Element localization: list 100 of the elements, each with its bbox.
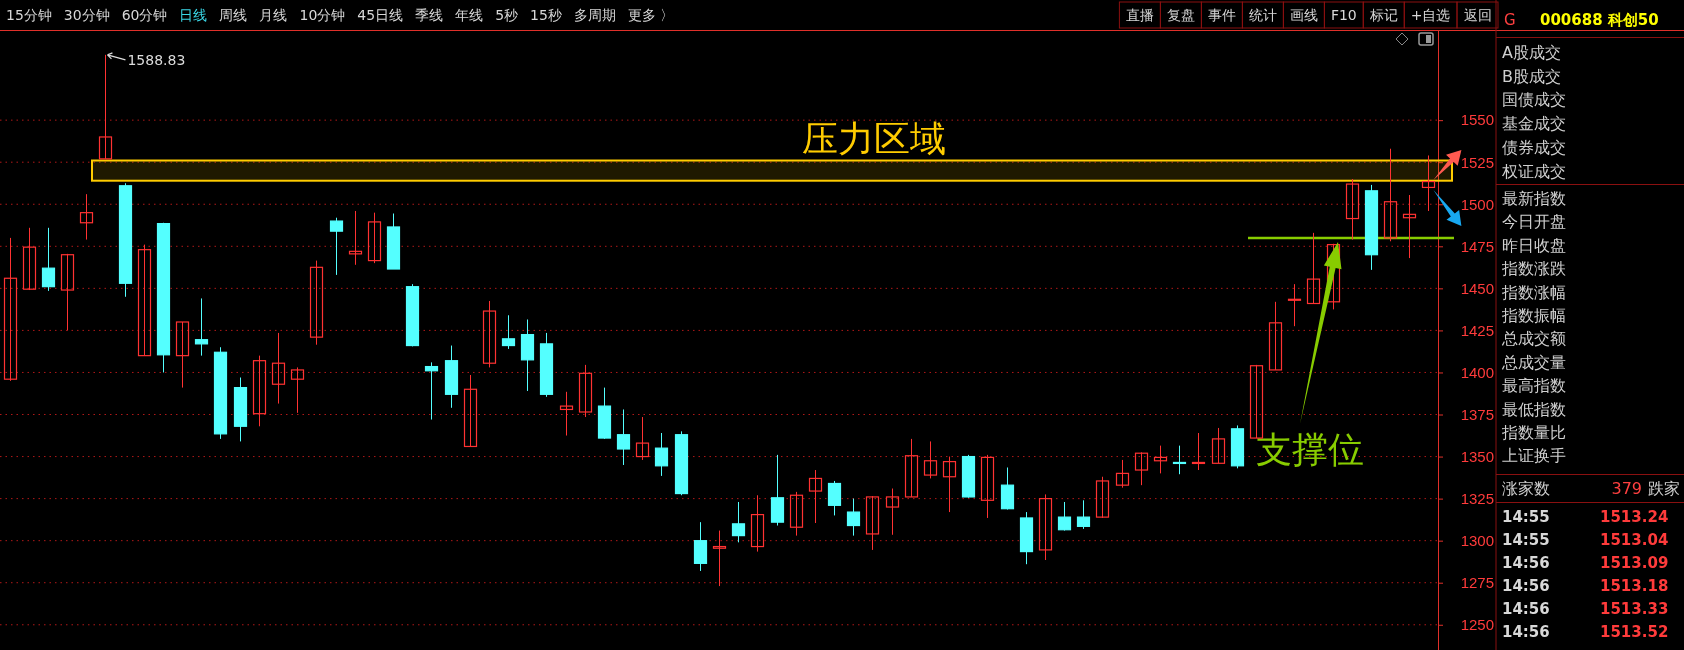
candlestick [980, 454, 995, 519]
text: A股成交 [1502, 43, 1561, 62]
text: 债券成交 [1502, 137, 1566, 157]
y-tick-label: 1500 [1460, 195, 1494, 213]
text: 379 [1611, 479, 1642, 498]
candlestick [654, 432, 669, 477]
text: 年线 [455, 7, 484, 23]
candlestick [1211, 427, 1226, 464]
text: 1513.18 [1600, 577, 1669, 595]
candlestick [846, 498, 861, 537]
candlestick [1000, 467, 1015, 511]
candlestick [1095, 476, 1110, 519]
text: 季线 [415, 7, 444, 23]
text: 14:56 [1502, 554, 1550, 572]
candlestick [290, 366, 305, 414]
text: 总成交量 [1501, 352, 1566, 372]
candlestick [923, 440, 938, 479]
candlestick [1134, 451, 1149, 486]
text: 30分钟 [63, 7, 110, 23]
text: 指数涨幅 [1501, 282, 1566, 302]
text: 日线 [179, 7, 208, 23]
candlestick [329, 217, 344, 276]
text: 14:55 [1502, 508, 1550, 526]
candlestick [1306, 232, 1321, 305]
candlestick [865, 495, 880, 551]
candlestick [1038, 493, 1053, 561]
candlestick [731, 501, 746, 543]
text: 统计 [1248, 7, 1277, 23]
candlestick [367, 212, 382, 264]
candlestick [1345, 178, 1360, 241]
text: F10 [1330, 7, 1357, 23]
text: 多周期 [573, 7, 616, 23]
ref-line-label: 支撑位 [1256, 429, 1364, 470]
y-tick-label: 1450 [1460, 279, 1494, 297]
candlestick [1153, 445, 1168, 474]
y-tick-label: 1300 [1460, 531, 1494, 549]
candlestick [693, 521, 708, 572]
candlestick [904, 438, 919, 498]
text: 14:56 [1502, 600, 1550, 618]
text: 指数量比 [1501, 423, 1566, 442]
text: 事件 [1207, 7, 1236, 23]
candlestick [309, 260, 324, 346]
candlestick [137, 244, 152, 357]
candlestick [252, 355, 267, 427]
text: B股成交 [1502, 66, 1561, 86]
text: 1513.09 [1600, 554, 1669, 572]
candlestick [578, 364, 593, 418]
text: 总成交额 [1501, 329, 1566, 349]
candlestick [501, 314, 516, 350]
text: 1513.52 [1600, 623, 1669, 641]
text: 15秒 [530, 7, 562, 23]
candlestick [482, 300, 497, 368]
candlestick [635, 416, 650, 461]
candlestick [827, 480, 842, 516]
text: 1513.33 [1600, 600, 1669, 618]
text: 指数涨跌 [1501, 259, 1566, 279]
text: 14:56 [1502, 623, 1550, 641]
y-tick-label: 1350 [1460, 447, 1494, 465]
candlestick [1268, 301, 1283, 371]
candlestick [194, 297, 209, 357]
text: 标记 [1368, 7, 1398, 23]
candlestick [22, 227, 37, 291]
text: 复盘 [1166, 7, 1195, 23]
y-tick-label: 1525 [1460, 153, 1494, 171]
text: G [1504, 11, 1516, 29]
y-tick-label: 1550 [1460, 111, 1494, 129]
candlestick [271, 332, 286, 405]
candlestick [808, 469, 823, 524]
candlestick [175, 321, 190, 389]
candlestick [1383, 148, 1398, 242]
text: 月线 [259, 7, 288, 23]
text: 最低指数 [1502, 399, 1566, 419]
candlestick [98, 54, 113, 160]
candlestick [424, 361, 439, 421]
y-tick-label: 1325 [1460, 489, 1494, 507]
y-tick-label: 1475 [1460, 237, 1494, 255]
text: 上证换手 [1502, 446, 1566, 466]
text: 权证成交 [1501, 161, 1566, 181]
candlestick [616, 408, 631, 466]
text: 000688 科创50 [1540, 11, 1659, 29]
y-tick-label: 1375 [1460, 405, 1494, 423]
candlestick [1115, 459, 1130, 489]
candlestick [60, 253, 75, 331]
text: 14:56 [1502, 577, 1550, 595]
y-tick-label: 1275 [1460, 574, 1494, 592]
text: 跌家 [1648, 479, 1680, 498]
candlestick [1191, 432, 1206, 471]
text: 涨家数 [1502, 479, 1550, 498]
candlestick [463, 374, 478, 448]
text: 45日线 [357, 7, 404, 23]
text: +自选 [1410, 7, 1451, 23]
candlestick [348, 210, 363, 266]
text: 更多 〉 [627, 7, 675, 23]
candlestick [750, 494, 765, 553]
candlestick [79, 193, 94, 241]
annotation: 1588.83 [127, 51, 186, 68]
text: 最新指数 [1502, 189, 1566, 208]
candlestick [1421, 154, 1436, 212]
text: 直播 [1125, 7, 1154, 23]
text: 1513.04 [1600, 531, 1669, 549]
